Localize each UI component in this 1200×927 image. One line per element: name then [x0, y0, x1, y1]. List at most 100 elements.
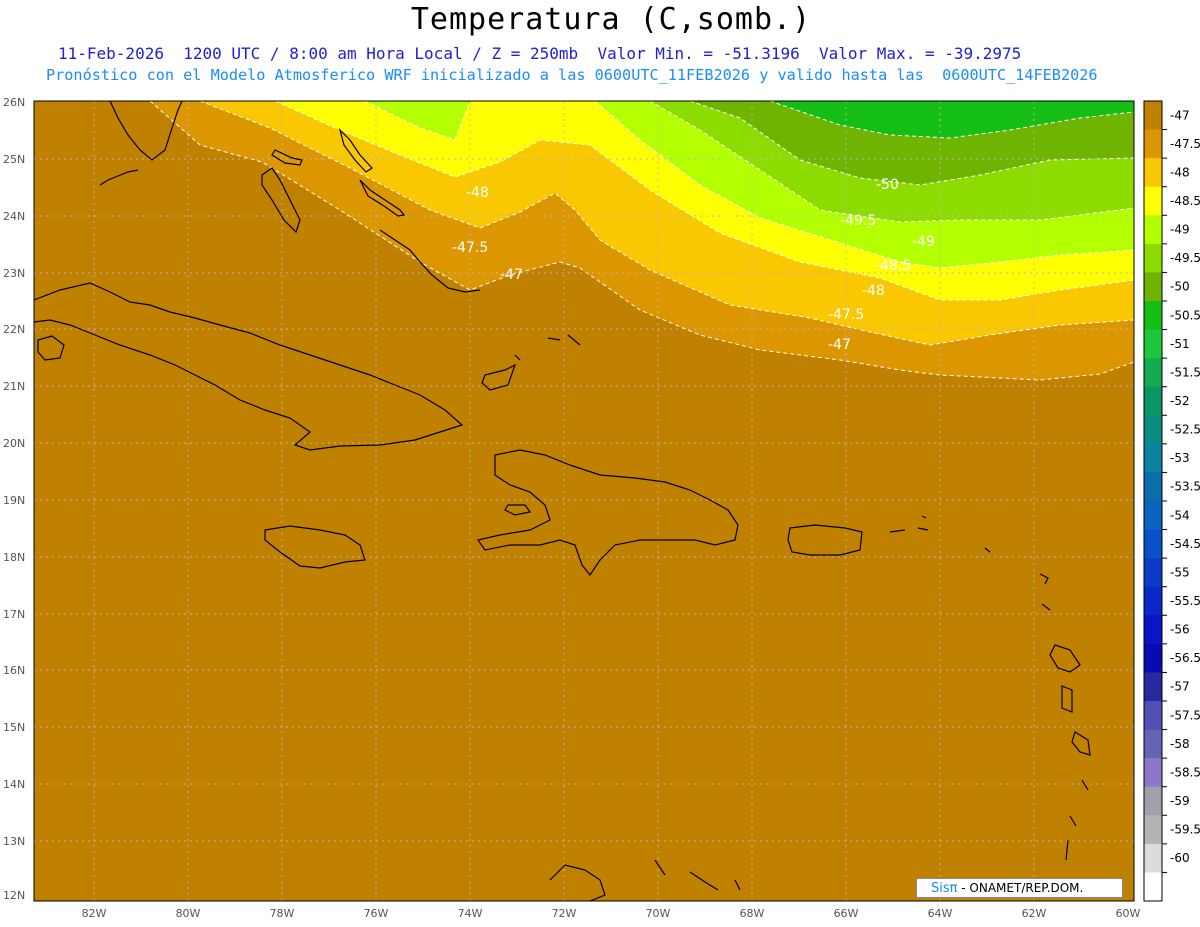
colorbar: -47 -47.5 -48 -48.5 -49 -49.5 -50 -50.5 -51 -51.5…	[1143, 100, 1200, 902]
lat-label: 20N	[3, 437, 25, 450]
lat-label: 17N	[3, 608, 25, 621]
jamaica	[264, 525, 366, 569]
lat-label: 19N	[3, 494, 25, 507]
contour-label: -47	[828, 337, 851, 353]
lon-label: 72W	[552, 907, 577, 920]
colorbar-swatch	[1144, 701, 1162, 731]
florida-coast	[109, 101, 183, 161]
grand-bahama	[271, 149, 303, 166]
lat-label: 18N	[3, 551, 25, 564]
colorbar-swatch	[1144, 672, 1162, 702]
lat-label: 14N	[3, 778, 25, 791]
colorbar-swatch	[1144, 729, 1162, 759]
colorbar-label: -48.5	[1170, 194, 1200, 208]
lon-label: 62W	[1022, 907, 1047, 920]
lon-label: 60W	[1116, 907, 1141, 920]
lon-label: 64W	[928, 907, 953, 920]
colorbar-label: -50	[1170, 280, 1190, 294]
longitude-axis: 82W 80W 78W 76W 74W 72W 70W 68W 66W 64W …	[82, 907, 1141, 920]
colorbar-swatch	[1144, 158, 1162, 188]
credit-box: Sisπ - ONAMET/REP.DOM.	[916, 878, 1123, 898]
colorbar-label: -56.5	[1170, 651, 1200, 665]
colorbar-label: -59	[1170, 794, 1190, 808]
colorbar-swatch	[1144, 215, 1162, 245]
colorbar-swatch	[1144, 272, 1162, 302]
contour-label: -47.5	[828, 307, 864, 323]
florida-keys	[99, 169, 139, 186]
contour-label: -48.5	[875, 258, 911, 274]
colorbar-swatch	[1144, 301, 1162, 331]
cuba	[34, 282, 464, 451]
colorbar-label: -55.5	[1170, 594, 1200, 608]
colorbar-swatch	[1144, 843, 1162, 873]
lon-label: 76W	[364, 907, 389, 920]
colorbar-swatch	[1144, 472, 1162, 502]
colorbar-swatch	[1144, 243, 1162, 273]
colorbar-label: -50.5	[1170, 308, 1200, 322]
colorbar-swatch	[1144, 586, 1162, 616]
colorbar-swatch	[1144, 558, 1162, 588]
colorbar-swatch	[1144, 786, 1162, 816]
credit-text: - ONAMET/REP.DOM.	[957, 881, 1084, 895]
lat-label: 12N	[3, 889, 25, 902]
colorbar-swatch	[1144, 386, 1162, 416]
colorbar-swatch	[1144, 615, 1162, 645]
colorbar-swatch	[1144, 329, 1162, 359]
contour-lines	[149, 101, 1134, 381]
inagua-island	[481, 363, 517, 391]
fill-region-minus-50-5	[770, 101, 1134, 138]
contour-label: -48	[862, 283, 885, 299]
lon-label: 66W	[834, 907, 859, 920]
colorbar-swatch	[1144, 872, 1162, 902]
contour-label: -48	[466, 185, 489, 201]
abaco-islands	[338, 127, 373, 173]
contour-label: -47	[500, 267, 523, 283]
bahamas-chain	[379, 229, 481, 293]
colorbar-label: -55	[1170, 565, 1190, 579]
graticule	[34, 101, 1134, 901]
colorbar-label: -48	[1170, 165, 1190, 179]
colorbar-label: -57.5	[1170, 708, 1200, 722]
map-frame	[33, 100, 1135, 902]
lon-label: 68W	[740, 907, 765, 920]
lat-label: 21N	[3, 380, 25, 393]
contour-label: -49.5	[840, 213, 876, 229]
lon-label: 80W	[176, 907, 201, 920]
virgin-islands	[889, 515, 929, 533]
colorbar-label: -49	[1170, 223, 1190, 237]
colorbar-label: -47	[1170, 108, 1190, 122]
colorbar-swatch	[1144, 443, 1162, 473]
colorbar-swatch	[1144, 101, 1162, 131]
model-info-line: Pronóstico con el Modelo Atmosferico WRF…	[46, 66, 1098, 84]
hispaniola	[476, 449, 739, 577]
colorbar-swatch	[1144, 529, 1162, 559]
lat-label: 24N	[3, 210, 25, 223]
colorbar-label: -60	[1170, 851, 1190, 865]
south-america-coast	[549, 859, 741, 901]
colorbar-swatch	[1144, 758, 1162, 788]
colorbar-label: -59.5	[1170, 823, 1200, 837]
lat-label: 15N	[3, 721, 25, 734]
colorbar-label: -58	[1170, 737, 1190, 751]
andros-island	[261, 167, 301, 234]
colorbar-label: -58.5	[1170, 765, 1200, 779]
colorbar-label: -52.5	[1170, 423, 1200, 437]
contour-label: -50	[876, 177, 899, 193]
valid-time-line: 11-Feb-2026 1200 UTC / 8:00 am Hora Loca…	[58, 44, 1022, 63]
turks-caicos	[514, 334, 581, 361]
lon-label: 82W	[82, 907, 107, 920]
temperature-field: -48 -47.5 -47 -50 -49.5 -49 -48.5 -48 -4…	[34, 101, 1134, 901]
colorbar-label: -51	[1170, 337, 1190, 351]
lon-label: 78W	[270, 907, 295, 920]
colorbar-label: -54.5	[1170, 537, 1200, 551]
gonave-island	[504, 504, 532, 516]
colorbar-swatch	[1144, 643, 1162, 673]
lon-label: 70W	[646, 907, 671, 920]
colorbar-label: -54	[1170, 508, 1190, 522]
isla-de-la-juventud	[37, 335, 65, 361]
lat-label: 25N	[3, 153, 25, 166]
page-title: Temperatura (C,somb.)	[410, 2, 812, 37]
lat-label: 13N	[3, 835, 25, 848]
colorbar-swatch	[1144, 129, 1162, 159]
